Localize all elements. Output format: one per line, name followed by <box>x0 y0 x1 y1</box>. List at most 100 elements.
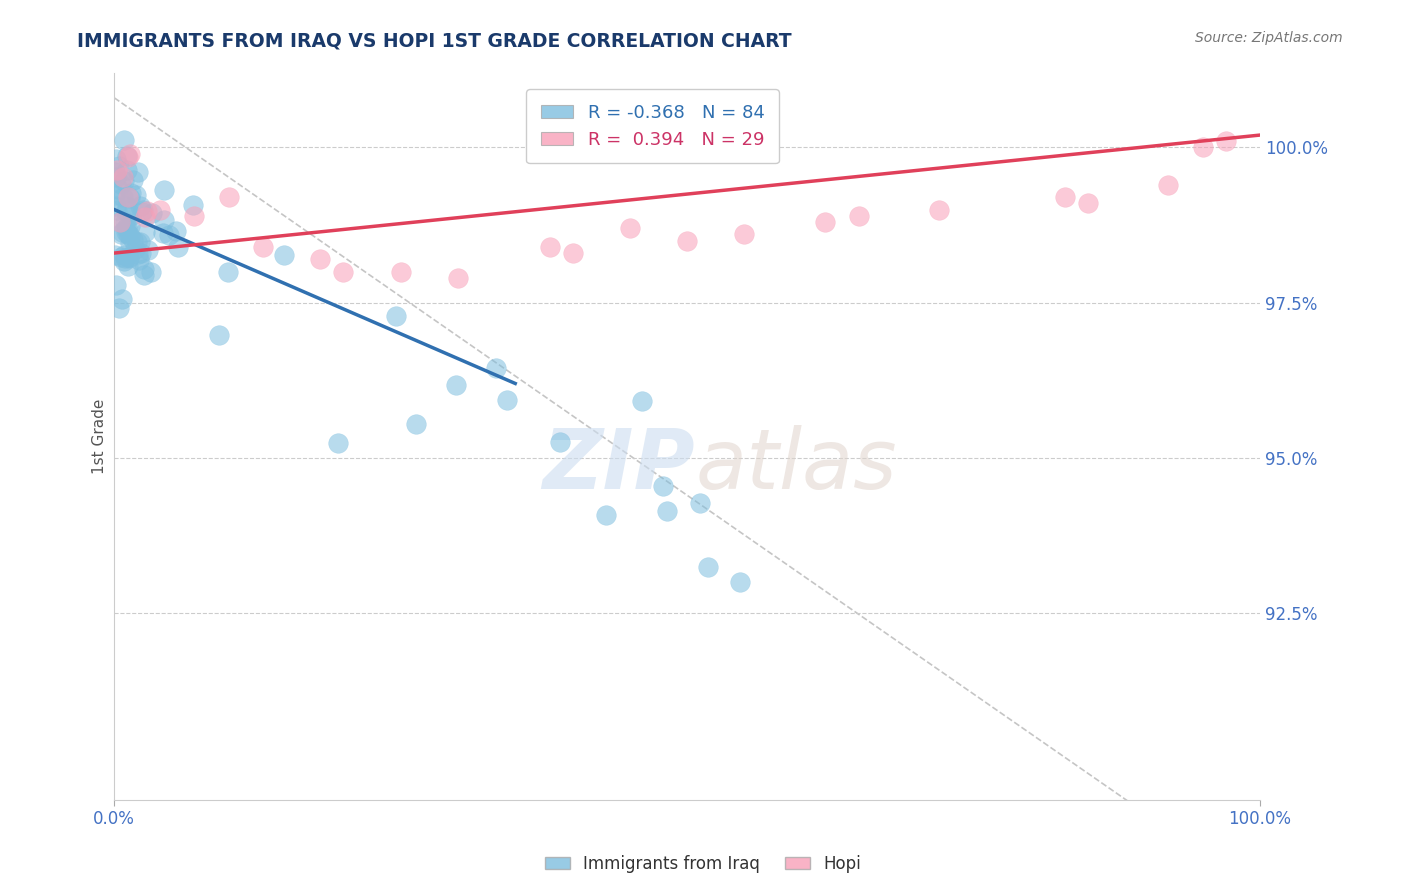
Point <box>218 190 240 204</box>
Point <box>121 233 143 247</box>
Point <box>121 208 143 222</box>
Point <box>124 242 146 256</box>
Point <box>128 252 150 267</box>
Point <box>127 247 149 261</box>
Point <box>1215 134 1237 148</box>
Point <box>117 150 139 164</box>
Point <box>928 202 950 217</box>
Point <box>728 575 751 590</box>
Point <box>112 133 135 147</box>
Point <box>848 209 870 223</box>
Point <box>159 228 181 243</box>
Point <box>104 165 127 179</box>
Point <box>112 189 135 203</box>
Point <box>125 188 148 202</box>
Point <box>165 224 187 238</box>
Text: IMMIGRANTS FROM IRAQ VS HOPI 1ST GRADE CORRELATION CHART: IMMIGRANTS FROM IRAQ VS HOPI 1ST GRADE C… <box>77 31 792 50</box>
Point <box>134 262 156 277</box>
Point <box>129 246 152 260</box>
Point <box>153 213 176 227</box>
Point <box>122 173 145 187</box>
Point <box>252 240 274 254</box>
Point <box>118 191 141 205</box>
Point <box>114 251 136 265</box>
Point <box>120 147 142 161</box>
Point <box>561 246 583 260</box>
Point <box>167 240 190 254</box>
Text: ZIP: ZIP <box>543 425 695 506</box>
Point <box>496 393 519 408</box>
Point <box>115 163 138 178</box>
Point <box>208 328 231 343</box>
Point <box>141 206 163 220</box>
Point <box>132 202 155 217</box>
Point <box>104 152 127 166</box>
Legend: Immigrants from Iraq, Hopi: Immigrants from Iraq, Hopi <box>538 848 868 880</box>
Point <box>1054 190 1077 204</box>
Point <box>118 236 141 251</box>
Point <box>111 226 134 240</box>
Point <box>385 310 408 324</box>
Point <box>619 221 641 235</box>
Point <box>112 248 135 262</box>
Point <box>120 219 142 233</box>
Point <box>273 248 295 262</box>
Point <box>132 268 155 283</box>
Point <box>125 235 148 250</box>
Point <box>697 559 720 574</box>
Point <box>104 248 127 262</box>
Point <box>117 190 139 204</box>
Point <box>485 361 508 376</box>
Point <box>332 265 354 279</box>
Point <box>1157 178 1180 192</box>
Point <box>149 202 172 217</box>
Point <box>111 292 134 306</box>
Point <box>108 215 131 229</box>
Point <box>111 169 134 184</box>
Point <box>183 209 205 223</box>
Point <box>117 251 139 265</box>
Point <box>110 177 132 191</box>
Point <box>105 203 128 218</box>
Point <box>112 174 135 188</box>
Point <box>447 271 470 285</box>
Point <box>181 198 204 212</box>
Point <box>595 508 617 523</box>
Point <box>104 278 127 293</box>
Text: atlas: atlas <box>695 425 897 506</box>
Point <box>129 235 152 249</box>
Point <box>136 203 159 218</box>
Point <box>108 159 131 173</box>
Point <box>105 169 128 184</box>
Point <box>114 215 136 229</box>
Point <box>676 234 699 248</box>
Point <box>733 227 755 242</box>
Point <box>652 479 675 493</box>
Point <box>105 162 128 177</box>
Point <box>152 183 174 197</box>
Point <box>104 187 127 202</box>
Point <box>112 253 135 268</box>
Point <box>548 434 571 449</box>
Point <box>117 259 139 273</box>
Point <box>389 265 412 279</box>
Point <box>107 182 129 196</box>
Point <box>114 225 136 239</box>
Point <box>655 503 678 517</box>
Point <box>141 264 163 278</box>
Point <box>110 227 132 241</box>
Point <box>405 417 427 431</box>
Point <box>1191 140 1213 154</box>
Point <box>110 250 132 264</box>
Point <box>115 149 138 163</box>
Point <box>120 186 142 201</box>
Point <box>108 301 131 315</box>
Point <box>114 204 136 219</box>
Legend: R = -0.368   N = 84, R =  0.394   N = 29: R = -0.368 N = 84, R = 0.394 N = 29 <box>526 89 779 163</box>
Point <box>134 210 156 224</box>
Point <box>444 377 467 392</box>
Point <box>108 215 131 229</box>
Point <box>217 265 239 279</box>
Point <box>117 250 139 264</box>
Point <box>118 228 141 243</box>
